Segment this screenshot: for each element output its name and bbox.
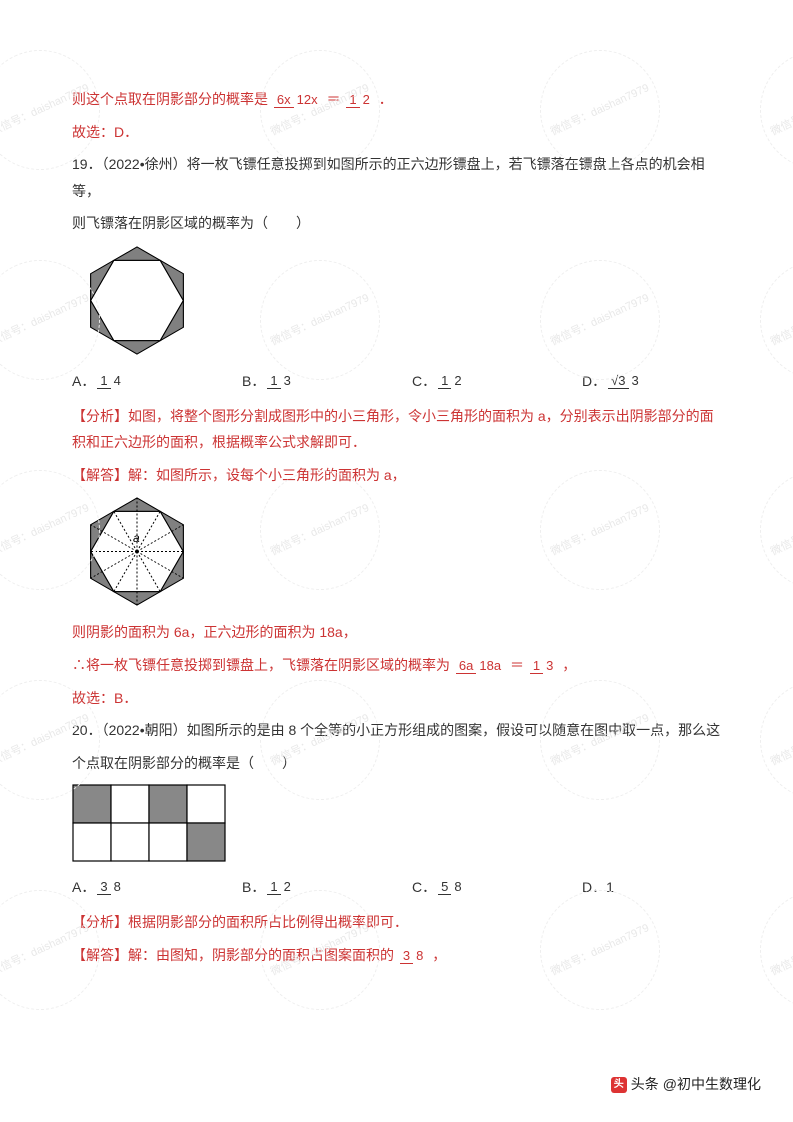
svg-text:a: a [133,531,140,545]
frac-1-3: 13 [530,659,556,673]
q20-option-d: D． 1 [582,874,614,901]
q20-analysis: 【分析】根据阴影部分的面积所占比例得出概率即可． [72,909,721,936]
watermark: 微信号：daishan7979 [740,870,793,1029]
frac-1-2: 12 [346,93,372,107]
watermark: 微信号：daishan7979 [740,450,793,609]
text: 则这个点取在阴影部分的概率是 [72,91,268,107]
attribution-handle: @初中生数理化 [663,1071,761,1098]
q19-solution-line2: 则阴影的面积为 6a，正六边形的面积为 18a， [72,619,721,646]
q19-stem-line2: 则飞镖落在阴影区域的概率为（ ） [72,210,721,237]
eq: ＝ [326,91,340,107]
q20-option-b: B． 12 [242,874,412,901]
attribution-prefix: 头条 [631,1071,659,1098]
q19-options: A． 14 B． 13 C． 12 D． √33 [72,368,721,395]
watermark: 微信号：daishan7979 [740,30,793,189]
q19-choice: 故选：B． [72,685,721,712]
attribution: 头 头条 @初中生数理化 [611,1071,761,1098]
watermark: 微信号：daishan7979 [740,660,793,819]
q20-option-a: A． 38 [72,874,242,901]
q19-option-d: D． √33 [582,368,644,395]
prev-choice: 故选：D． [72,119,721,146]
q20-stem-line2: 个点取在阴影部分的概率是（ ） [72,750,721,777]
q19-figure-hexagon-split: a [72,494,202,609]
frac-6a-18a: 6a18a [456,659,504,673]
period: ． [379,91,393,107]
q20-stem-line1: 20．（2022•朝阳）如图所示的是由 8 个全等的小正方形组成的图案，假设可以… [72,717,721,744]
frac-6x-12x: 6x12x [274,93,321,107]
q19-option-c: C． 12 [412,368,582,395]
q20-options: A． 38 B． 12 C． 58 D． 1 [72,874,721,901]
toutiao-icon: 头 [611,1077,627,1093]
q20-figure-grid [72,784,226,862]
prev-solution-line1: 则这个点取在阴影部分的概率是 6x12x ＝ 12 ． [72,86,721,113]
q19-stem-line1: 19．（2022•徐州）将一枚飞镖任意投掷到如图所示的正六边形镖盘上，若飞镖落在… [72,151,721,204]
q20-option-c: C． 58 [412,874,582,901]
q19-solution-line3: ∴将一枚飞镖任意投掷到镖盘上，飞镖落在阴影区域的概率为 6a18a ＝ 13 ， [72,652,721,679]
q19-figure-hexagon [72,243,202,358]
q19-option-a: A． 14 [72,368,242,395]
q19-option-b: B． 13 [242,368,412,395]
frac-3-8: 38 [400,949,426,963]
q19-solution-line1: 【解答】解：如图所示，设每个小三角形的面积为 a， [72,462,721,489]
q19-analysis: 【分析】如图，将整个图形分割成图形中的小三角形，令小三角形的面积为 a，分别表示… [72,403,721,456]
q20-solution-line1: 【解答】解：由图知，阴影部分的面积占图案面积的 38 ， [72,942,721,969]
watermark: 微信号：daishan7979 [740,240,793,399]
